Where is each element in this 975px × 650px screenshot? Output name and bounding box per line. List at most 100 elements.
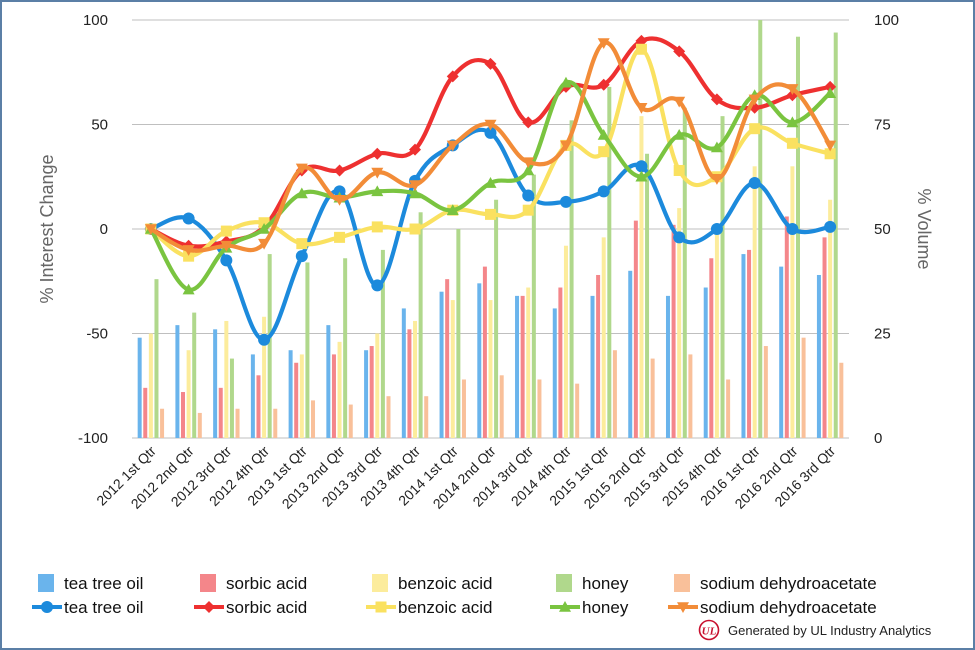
point xyxy=(409,143,422,156)
bar xyxy=(143,387,148,438)
bar xyxy=(482,266,487,438)
bar xyxy=(563,245,568,438)
bar xyxy=(747,249,752,438)
bar xyxy=(784,216,789,438)
bar xyxy=(192,312,197,438)
point xyxy=(598,146,610,158)
point xyxy=(824,80,837,93)
bar xyxy=(160,408,165,438)
point xyxy=(786,223,799,235)
footer-credit: Generated by UL Industry Analytics xyxy=(728,623,932,638)
point xyxy=(673,231,686,244)
legend-swatch-bar xyxy=(674,574,690,592)
point xyxy=(484,126,497,139)
bar xyxy=(148,333,153,438)
bar xyxy=(612,350,617,438)
bar xyxy=(311,400,316,438)
y-right-tick-label: 50 xyxy=(874,221,891,238)
bar xyxy=(375,333,380,438)
point xyxy=(677,602,689,613)
bar xyxy=(790,166,795,439)
point xyxy=(295,163,308,175)
bar xyxy=(348,404,353,438)
point xyxy=(559,601,571,612)
legend-label: tea tree oil xyxy=(64,598,143,617)
legend-swatch-bar xyxy=(200,574,216,592)
point xyxy=(597,128,610,140)
y-left-tick-label: 100 xyxy=(83,12,108,29)
point xyxy=(333,164,346,177)
bar xyxy=(703,287,708,438)
bar xyxy=(515,295,520,438)
point xyxy=(484,57,497,70)
legend-swatch-bar xyxy=(38,574,54,592)
bar xyxy=(590,295,595,438)
point xyxy=(333,185,346,198)
point xyxy=(484,177,497,188)
legend-label: benzoic acid xyxy=(398,574,493,593)
point xyxy=(635,43,647,55)
point xyxy=(710,223,723,235)
legend-label: sorbic acid xyxy=(226,574,307,593)
bar xyxy=(154,279,159,438)
bar xyxy=(665,295,670,438)
point xyxy=(203,601,215,613)
bar xyxy=(380,249,385,438)
bar xyxy=(186,350,191,438)
point xyxy=(371,279,384,292)
point xyxy=(673,128,686,140)
point xyxy=(673,96,686,108)
legend: tea tree oil sorbic acid benzoic acid honey… xyxy=(32,574,877,617)
bar xyxy=(575,383,580,438)
point xyxy=(597,38,610,49)
bar xyxy=(833,32,838,438)
y-left-tick-label: 0 xyxy=(100,221,108,238)
bar xyxy=(822,237,827,438)
bar xyxy=(499,375,504,438)
bar xyxy=(288,350,293,438)
bar xyxy=(450,300,455,438)
bar xyxy=(758,20,763,438)
y-right-tick-label: 75 xyxy=(874,117,891,134)
point xyxy=(220,225,232,237)
bar xyxy=(413,320,418,438)
bar xyxy=(601,237,606,438)
bar xyxy=(520,295,525,438)
bar xyxy=(456,229,461,438)
bar xyxy=(537,379,542,438)
bar xyxy=(418,212,423,438)
point xyxy=(258,223,271,234)
legend-label: sorbic acid xyxy=(226,598,307,617)
bar xyxy=(331,354,336,438)
bar xyxy=(488,300,493,438)
point xyxy=(522,189,535,202)
point xyxy=(597,78,610,91)
bar xyxy=(763,346,768,438)
bar xyxy=(688,354,693,438)
point xyxy=(710,174,723,185)
bar xyxy=(633,220,638,438)
point xyxy=(41,601,53,613)
y-right-tick-label: 25 xyxy=(874,326,891,343)
legend-swatch-bar xyxy=(372,574,388,592)
point xyxy=(295,250,308,263)
bar xyxy=(671,224,676,438)
point xyxy=(409,187,422,199)
point xyxy=(220,240,233,252)
bar xyxy=(677,208,682,438)
point xyxy=(673,164,685,176)
bar xyxy=(250,354,255,438)
point xyxy=(673,45,686,58)
y-right-tick-label: 100 xyxy=(874,12,899,29)
point xyxy=(748,177,761,190)
point xyxy=(559,140,572,152)
bar xyxy=(839,362,844,438)
bar xyxy=(218,387,223,438)
legend-label: sodium dehydroacetate xyxy=(700,598,877,617)
bar xyxy=(273,408,278,438)
bar xyxy=(526,287,531,438)
bar xyxy=(741,254,746,438)
point xyxy=(824,87,837,98)
